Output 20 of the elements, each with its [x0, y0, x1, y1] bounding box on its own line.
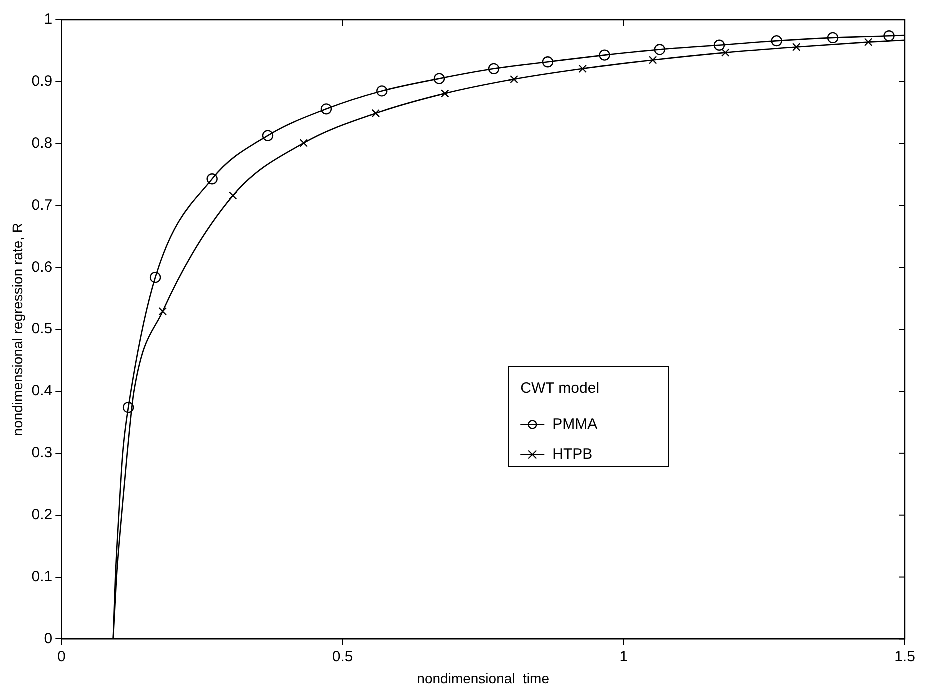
- y-tick-label: 0.8: [32, 134, 53, 152]
- y-tick-label: 0.2: [32, 506, 53, 524]
- y-axis-title: nondimensional regression rate, R: [9, 222, 26, 436]
- y-tick-label: 0.7: [32, 196, 53, 214]
- y-tick-label: 1: [44, 11, 53, 28]
- x-axis-title: nondimensional time: [417, 670, 550, 686]
- y-tick-label: 0.3: [32, 444, 53, 462]
- y-tick-label: 0.1: [32, 568, 53, 586]
- legend-title: CWT model: [520, 380, 600, 397]
- x-tick-label: 0: [57, 648, 66, 666]
- y-tick-label: 0: [44, 630, 53, 648]
- legend-label: PMMA: [552, 416, 598, 433]
- legend-label: HTPB: [552, 446, 593, 463]
- y-tick-label: 0.9: [32, 73, 53, 90]
- x-tick-label: 1: [620, 648, 628, 666]
- y-tick-label: 0.5: [32, 320, 53, 338]
- x-tick-label: 0.5: [332, 648, 354, 666]
- x-tick-label: 1.5: [894, 648, 916, 666]
- y-tick-label: 0.6: [32, 258, 53, 276]
- y-tick-label: 0.4: [32, 382, 53, 400]
